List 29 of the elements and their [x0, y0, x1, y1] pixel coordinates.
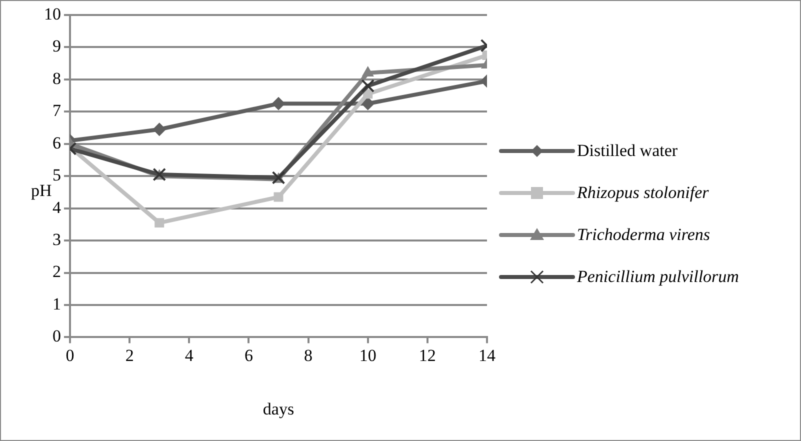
x-tick-label: 4 [184, 346, 194, 365]
y-tick-label: 10 [44, 4, 61, 24]
legend-label: Penicillium pulvillorum [577, 267, 739, 287]
point [274, 192, 284, 202]
x-tick-label: 0 [66, 346, 74, 365]
point [272, 97, 285, 110]
y-tick-label: 2 [52, 262, 61, 282]
y-tick-label: 7 [52, 101, 62, 120]
y-axis-title: pH [31, 181, 52, 201]
y-tick-label: 8 [52, 68, 61, 88]
y-tick-label: 0 [52, 326, 61, 346]
x-tick-label: 2 [125, 346, 134, 365]
x-tick-label: 8 [304, 346, 313, 365]
y-tick-label: 1 [52, 294, 61, 314]
y-tick-label: 9 [52, 36, 61, 56]
x-tick-label: 14 [478, 346, 496, 365]
point [361, 97, 374, 110]
y-tick-label: 6 [52, 133, 61, 152]
point [361, 79, 375, 93]
legend-label: Distilled water [577, 141, 678, 161]
x-tick-label: 10 [359, 346, 376, 365]
x-tick-label: 12 [418, 346, 436, 365]
y-tick-label: 5 [52, 166, 61, 185]
x-axis-title: days [262, 399, 294, 418]
y-tick-label: 4 [52, 198, 62, 217]
x-tick-label: 6 [244, 346, 253, 365]
y-tick-label: 3 [52, 230, 61, 250]
legend-label: Trichoderma virens [577, 225, 710, 245]
legend-label: Rhizopus stolonifer [577, 183, 709, 203]
